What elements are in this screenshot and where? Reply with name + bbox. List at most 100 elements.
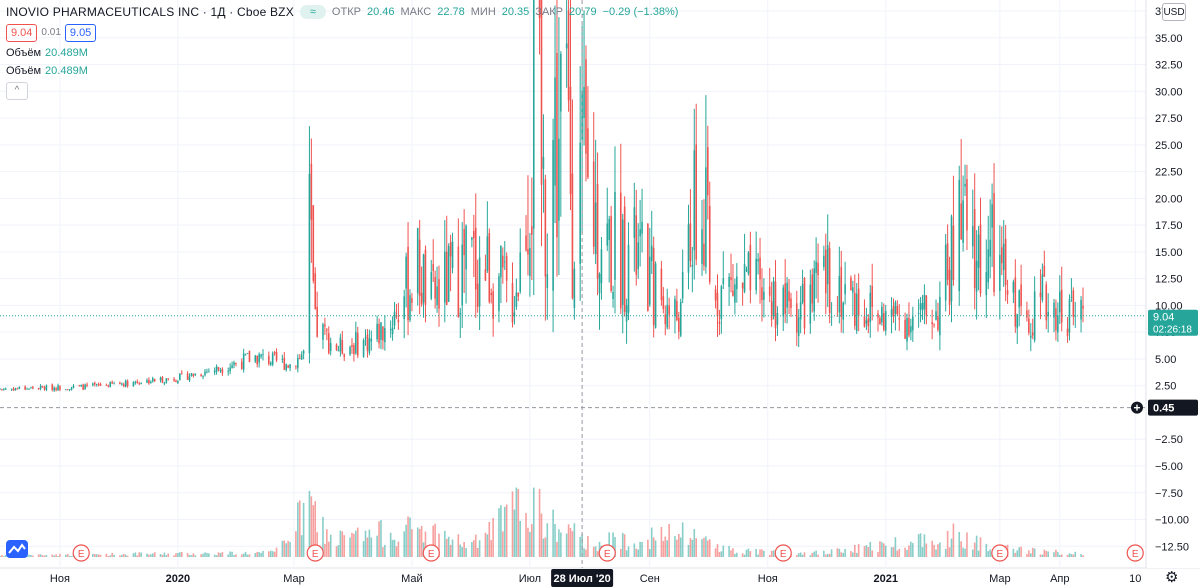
volume-bar [492, 517, 494, 557]
candle-body [952, 225, 955, 281]
candle-body [689, 223, 692, 261]
volume-bar [217, 552, 220, 557]
candle-body [881, 306, 883, 323]
candle-body [687, 224, 690, 273]
volume-bar [842, 552, 844, 557]
volume-bar [231, 551, 233, 557]
volume-bar [728, 545, 730, 557]
candle-body [490, 292, 493, 296]
candle-body [26, 388, 28, 390]
earnings-marker-icon[interactable] [422, 544, 440, 562]
candle-body [502, 255, 504, 268]
gear-icon[interactable]: ⚙ [1165, 569, 1179, 586]
currency-button[interactable]: USD [1162, 3, 1186, 21]
volume-bar [268, 551, 270, 557]
volume-bar [150, 554, 152, 557]
volume-bar [366, 537, 369, 557]
candle-body [538, 0, 541, 18]
tradingview-logo-icon[interactable] [6, 540, 28, 558]
candle-body [732, 290, 734, 296]
candle-body [202, 376, 204, 378]
time-tick-label: Июл [519, 573, 541, 585]
volume-bar [395, 546, 398, 557]
volume-bar [908, 545, 910, 557]
candle-body [407, 246, 409, 321]
volume-bar [975, 535, 978, 557]
volume-bar [37, 554, 40, 557]
volume-bar [473, 540, 475, 557]
volume-bar [271, 551, 274, 557]
volume-bar [718, 552, 721, 557]
volume-bar [919, 533, 922, 557]
volume-bar [1057, 552, 1059, 557]
candle-body [1070, 296, 1073, 298]
volume-bar [121, 554, 123, 557]
volume-legend-1[interactable]: Объём 20.489M [6, 45, 678, 61]
candle-body [519, 252, 522, 292]
earnings-marker-icon[interactable] [1126, 544, 1144, 562]
earnings-marker-icon[interactable] [306, 544, 324, 562]
close-label: ЗАКР [535, 6, 564, 18]
candle-body [511, 283, 514, 323]
candle-body [366, 334, 369, 351]
candle-body [59, 386, 61, 390]
candle-body [513, 312, 516, 317]
candle-body [68, 389, 71, 391]
volume-bar [204, 552, 206, 557]
volume-bar [43, 555, 46, 557]
candle-body [235, 362, 237, 364]
visibility-toggle-icon[interactable]: ≈ [299, 5, 326, 19]
volume-bar [289, 541, 291, 557]
candle-body [840, 266, 843, 317]
volume-legend-2[interactable]: Объём 20.489M [6, 63, 678, 79]
candle-body [322, 324, 324, 340]
candle-body [93, 382, 96, 385]
candle-body [283, 357, 286, 370]
volume-bar [335, 546, 338, 557]
low-value: 20.35 [501, 6, 530, 18]
candle-body [964, 183, 966, 187]
candle-body [1000, 247, 1003, 264]
candle-body [786, 282, 788, 308]
earnings-marker-icon[interactable] [72, 544, 90, 562]
collapse-legend-button[interactable]: ^ [6, 82, 28, 100]
candle-body [376, 323, 378, 340]
add-alert-plus-icon [1134, 404, 1140, 411]
price-axis[interactable] [1147, 0, 1200, 568]
candle-body [355, 331, 357, 354]
sell-price-button[interactable]: 9.04 [6, 24, 38, 42]
volume-bar [364, 530, 367, 557]
candle-body [134, 382, 137, 383]
candle-body [262, 354, 264, 355]
candle-body [382, 326, 384, 341]
buy-price-button[interactable]: 9.05 [64, 24, 97, 42]
volume-bar [341, 531, 344, 557]
volume-bar [977, 550, 980, 557]
candle-body [451, 241, 454, 269]
candle-body [662, 296, 665, 309]
last-price-badge [1148, 309, 1198, 336]
earnings-marker-icon[interactable] [774, 544, 792, 562]
volume-bar [635, 548, 638, 557]
candle-body [335, 344, 338, 350]
candle-body [341, 340, 344, 354]
volume-bar [343, 535, 346, 557]
close-value: 20.79 [569, 6, 597, 18]
volume-bar [596, 551, 599, 557]
symbol-title[interactable]: INOVIO PHARMACEUTICALS INC · 1Д · Cboe B… [6, 5, 294, 19]
earnings-marker-icon[interactable] [598, 544, 616, 562]
candle-body [326, 329, 328, 331]
candle-body [492, 291, 494, 319]
volume-bar [1080, 554, 1082, 557]
volume-bar [503, 506, 506, 557]
candle-body [579, 142, 581, 264]
volume-bar [912, 543, 914, 557]
candle-body [10, 388, 13, 390]
volume-bar [99, 554, 102, 557]
volume-bar [939, 542, 941, 557]
volume-bar [418, 528, 421, 557]
candle-body [774, 281, 777, 329]
earnings-marker-icon[interactable] [991, 544, 1009, 562]
candle-body [910, 326, 912, 333]
